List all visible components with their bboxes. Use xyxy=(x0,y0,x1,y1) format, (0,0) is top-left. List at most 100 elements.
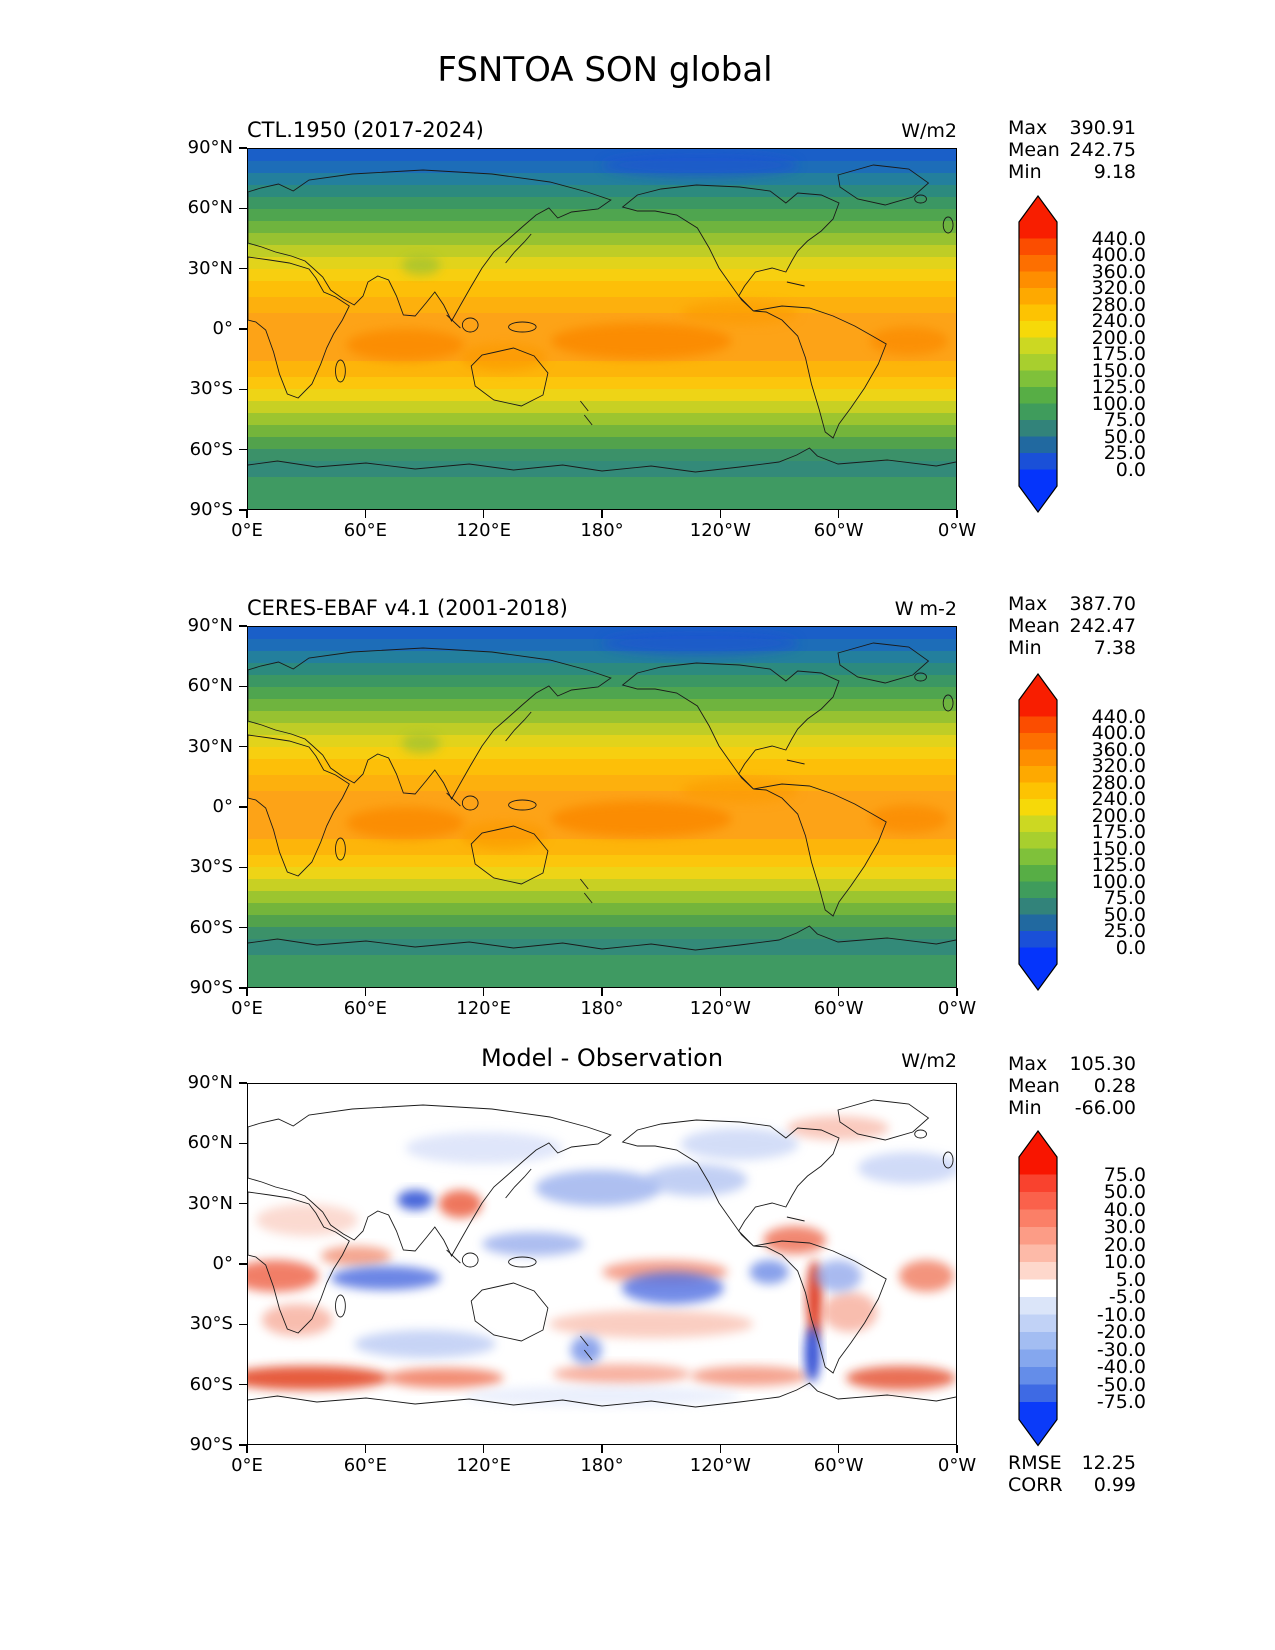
colorbar-tick-label: 200.0 xyxy=(1091,326,1146,349)
panel2-stats: Max 387.70 Mean 242.47 Min 7.38 xyxy=(1008,593,1136,659)
map-difference xyxy=(247,1083,957,1445)
y-axis-tick-label: 60°N xyxy=(187,675,233,697)
coastlines xyxy=(248,642,956,951)
colorbar-tick-label: -50.0 xyxy=(1096,1373,1146,1396)
colorbar-tick-label: 75.0 xyxy=(1103,887,1146,909)
y-axis-tick xyxy=(239,625,247,627)
y-axis-tick-label: 30°S xyxy=(189,1313,233,1335)
y-axis-tick-label: 30°S xyxy=(189,856,233,878)
map-model xyxy=(247,148,957,510)
map-svg xyxy=(248,627,956,987)
x-axis-tick xyxy=(837,510,840,518)
y-axis-tick-label: 60°S xyxy=(189,1373,233,1395)
y-axis-tick xyxy=(239,1142,247,1145)
colorbar-tick-label: 440.0 xyxy=(1091,227,1146,250)
colorbar-tick-label: 125.0 xyxy=(1091,854,1146,876)
stat-row: Mean 242.47 xyxy=(1008,615,1136,637)
x-axis-tick-label: 0°W xyxy=(937,1455,977,1476)
colorbar-svg xyxy=(1018,673,1058,991)
y-axis-tick-label: 0° xyxy=(212,318,233,339)
colorbar-observation: 440.0 400.0 360.0 320.0 280.0 240.0 200.0 175.0… xyxy=(1018,673,1158,991)
stat-label: Min xyxy=(1008,637,1042,659)
x-axis-tick xyxy=(837,1445,840,1453)
colorbar-tick-label: 320.0 xyxy=(1091,277,1146,299)
stat-value: 387.70 xyxy=(1069,593,1136,615)
colorbar-tick-label: 50.0 xyxy=(1103,903,1146,926)
colorbar-tick-label: 360.0 xyxy=(1091,738,1146,761)
x-axis-tick xyxy=(837,988,840,996)
colorbar-tick-label: 50.0 xyxy=(1103,425,1146,448)
panel3-skill-stats: RMSE 12.25 CORR 0.99 xyxy=(1008,1452,1136,1496)
panel2-title: CERES-EBAF v4.1 (2001-2018) xyxy=(247,596,568,620)
y-axis-tick-label: 90°S xyxy=(189,977,233,998)
colorbar-tick-label: 400.0 xyxy=(1091,244,1146,266)
colorbar-tick-label: 360.0 xyxy=(1091,260,1146,283)
stat-value: 390.91 xyxy=(1069,117,1136,139)
x-axis-tick-label: 0°E xyxy=(231,1455,263,1476)
x-axis-tick xyxy=(482,1445,485,1453)
stat-label: Mean xyxy=(1008,615,1060,637)
coastlines xyxy=(248,164,956,473)
x-axis-tick xyxy=(364,1445,367,1453)
colorbar-tick-label: 150.0 xyxy=(1091,837,1146,860)
x-axis-tick-label: 0°W xyxy=(937,998,977,1019)
stat-row: Min -66.00 xyxy=(1008,1097,1136,1119)
y-axis-tick-label: 60°S xyxy=(189,916,233,938)
x-axis-tick-label: 180° xyxy=(580,998,624,1019)
colorbar-svg xyxy=(1018,195,1058,513)
colorbar-tick-label: -20.0 xyxy=(1096,1321,1146,1343)
y-axis-tick xyxy=(239,745,247,748)
colorbar-tick-label: 0.0 xyxy=(1115,458,1146,481)
stat-label: Mean xyxy=(1008,1075,1060,1097)
colorbar-tick-label: -40.0 xyxy=(1096,1356,1146,1378)
x-axis-tick-label: 0°W xyxy=(937,520,977,541)
map-svg xyxy=(248,1084,956,1444)
stat-label: Mean xyxy=(1008,139,1060,161)
colorbar-tick-label: 50.0 xyxy=(1103,1181,1146,1203)
y-axis-tick xyxy=(239,267,247,270)
x-axis-tick xyxy=(719,988,722,996)
x-axis-tick xyxy=(601,988,603,996)
y-axis-tick xyxy=(239,1383,247,1386)
panel3-title: Model - Observation xyxy=(480,1044,724,1072)
panel1-unit: W/m2 xyxy=(901,120,957,142)
x-axis-tick xyxy=(719,510,722,518)
colorbar-tick-label: 10.0 xyxy=(1103,1251,1146,1273)
y-axis-tick xyxy=(239,147,247,149)
y-axis-tick xyxy=(239,866,247,869)
colorbar-tick-label: 5.0 xyxy=(1115,1268,1146,1291)
colorbar-tick-label: 20.0 xyxy=(1103,1233,1146,1256)
x-axis-tick-label: 120°W xyxy=(689,520,751,541)
y-axis-tick xyxy=(239,509,247,511)
x-axis-tick xyxy=(956,988,958,996)
colorbar-tick-label: -10.0 xyxy=(1096,1303,1146,1326)
y-axis-tick xyxy=(239,685,247,688)
x-axis-tick xyxy=(246,510,248,518)
colorbar-tick-label: -75.0 xyxy=(1096,1391,1146,1413)
y-axis-tick xyxy=(239,448,247,451)
stat-row: Mean 242.75 xyxy=(1008,139,1136,161)
y-axis-tick xyxy=(239,207,247,210)
y-axis-tick-label: 30°N xyxy=(187,735,233,757)
y-axis-tick xyxy=(239,1323,247,1326)
x-axis-tick xyxy=(482,510,485,518)
stat-label: RMSE xyxy=(1008,1452,1062,1474)
x-axis-tick-label: 120°E xyxy=(456,998,512,1019)
stat-row: Max 105.30 xyxy=(1008,1053,1136,1075)
colorbar-tick-label: -30.0 xyxy=(1096,1338,1146,1361)
colorbar-tick-label: 240.0 xyxy=(1091,788,1146,810)
y-axis-tick xyxy=(239,1202,247,1205)
y-axis-tick-label: 0° xyxy=(212,796,233,817)
colorbar-tick-label: 280.0 xyxy=(1091,293,1146,316)
x-axis-tick-label: 0°E xyxy=(231,520,263,541)
colorbar-tick-label: 280.0 xyxy=(1091,771,1146,794)
figure-title: FSNTOA SON global xyxy=(437,50,773,90)
y-axis-tick-label: 90°N xyxy=(187,1072,233,1093)
x-axis-tick xyxy=(601,510,603,518)
panel3-unit: W/m2 xyxy=(901,1050,957,1072)
stat-row: Max 390.91 xyxy=(1008,117,1136,139)
x-axis-tick-label: 60°W xyxy=(813,520,864,541)
y-axis-tick xyxy=(239,388,247,391)
stat-label: Max xyxy=(1008,1053,1048,1075)
y-axis-tick-label: 60°S xyxy=(189,438,233,460)
